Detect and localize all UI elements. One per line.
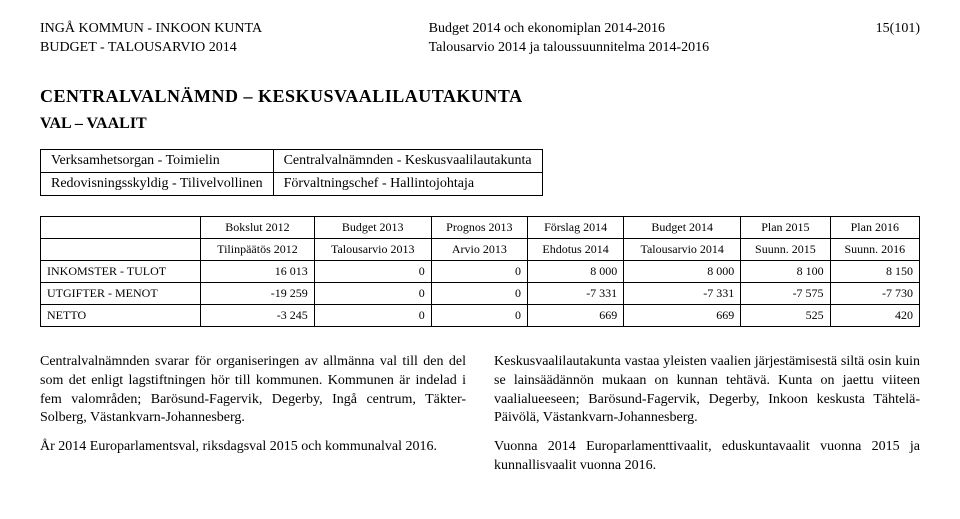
meta-value: Centralvalnämnden - Keskusvaalilautakunt… xyxy=(273,149,542,172)
cell: 0 xyxy=(314,282,431,304)
body-paragraph: Centralvalnämnden svarar för organiserin… xyxy=(40,353,466,429)
body-left-col: Centralvalnämnden svarar för organiserin… xyxy=(40,353,466,486)
cell: 0 xyxy=(431,282,527,304)
cell: 0 xyxy=(314,260,431,282)
col-header: Budget 2013 xyxy=(314,216,431,238)
row-label: UTGIFTER - MENOT xyxy=(41,282,201,304)
cell: -19 259 xyxy=(201,282,314,304)
col-header: Talousarvio 2013 xyxy=(314,238,431,260)
cell: 0 xyxy=(431,260,527,282)
table-row: Verksamhetsorgan - Toimielin Centralvaln… xyxy=(41,149,543,172)
cell: 8 000 xyxy=(527,260,623,282)
table-row: Redovisningsskyldig - Tilivelvollinen Fö… xyxy=(41,172,543,195)
page-header: INGÅ KOMMUN - INKOON KUNTA BUDGET - TALO… xyxy=(40,20,920,58)
table-row: NETTO -3 245 0 0 669 669 525 420 xyxy=(41,304,920,326)
col-header xyxy=(41,216,201,238)
cell: 669 xyxy=(527,304,623,326)
col-header xyxy=(41,238,201,260)
cell: 0 xyxy=(314,304,431,326)
col-header: Plan 2015 xyxy=(741,216,830,238)
row-label: NETTO xyxy=(41,304,201,326)
table-header-row: Tilinpäätös 2012 Talousarvio 2013 Arvio … xyxy=(41,238,920,260)
cell: -7 575 xyxy=(741,282,830,304)
cell: 525 xyxy=(741,304,830,326)
header-center: Budget 2014 och ekonomiplan 2014-2016 Ta… xyxy=(429,20,710,58)
col-header: Bokslut 2012 xyxy=(201,216,314,238)
col-header: Prognos 2013 xyxy=(431,216,527,238)
page-root: INGÅ KOMMUN - INKOON KUNTA BUDGET - TALO… xyxy=(0,0,960,506)
page-number: 15(101) xyxy=(876,20,920,39)
col-header: Talousarvio 2014 xyxy=(624,238,741,260)
cell: -3 245 xyxy=(201,304,314,326)
meta-key: Verksamhetsorgan - Toimielin xyxy=(41,149,274,172)
budget-table: Bokslut 2012 Budget 2013 Prognos 2013 Fö… xyxy=(40,216,920,327)
col-header: Suunn. 2015 xyxy=(741,238,830,260)
col-header: Förslag 2014 xyxy=(527,216,623,238)
cell: 8 150 xyxy=(830,260,919,282)
cell: 420 xyxy=(830,304,919,326)
col-header: Budget 2014 xyxy=(624,216,741,238)
cell: -7 730 xyxy=(830,282,919,304)
body-paragraph: Keskusvaalilautakunta vastaa yleisten va… xyxy=(494,353,920,429)
header-title-sv: Budget 2014 och ekonomiplan 2014-2016 xyxy=(429,20,710,39)
body-paragraph: Vuonna 2014 Europarlamenttivaalit, edusk… xyxy=(494,438,920,476)
meta-value: Förvaltningschef - Hallintojohtaja xyxy=(273,172,542,195)
row-label: INKOMSTER - TULOT xyxy=(41,260,201,282)
cell: 669 xyxy=(624,304,741,326)
header-left: INGÅ KOMMUN - INKOON KUNTA BUDGET - TALO… xyxy=(40,20,262,58)
section-subtitle: VAL – VAALIT xyxy=(40,115,920,133)
header-title-fi: Talousarvio 2014 ja taloussuunnitelma 20… xyxy=(429,39,710,58)
cell: 16 013 xyxy=(201,260,314,282)
table-header-row: Bokslut 2012 Budget 2013 Prognos 2013 Fö… xyxy=(41,216,920,238)
meta-table: Verksamhetsorgan - Toimielin Centralvaln… xyxy=(40,149,543,196)
meta-key: Redovisningsskyldig - Tilivelvollinen xyxy=(41,172,274,195)
section-title: CENTRALVALNÄMND – KESKUSVAALILAUTAKUNTA xyxy=(40,86,920,107)
col-header: Ehdotus 2014 xyxy=(527,238,623,260)
cell: -7 331 xyxy=(527,282,623,304)
header-right: 15(101) xyxy=(876,20,920,58)
cell: 8 000 xyxy=(624,260,741,282)
col-header: Arvio 2013 xyxy=(431,238,527,260)
cell: 0 xyxy=(431,304,527,326)
col-header: Tilinpäätös 2012 xyxy=(201,238,314,260)
body-right-col: Keskusvaalilautakunta vastaa yleisten va… xyxy=(494,353,920,486)
header-org: INGÅ KOMMUN - INKOON KUNTA xyxy=(40,20,262,39)
col-header: Plan 2016 xyxy=(830,216,919,238)
body-columns: Centralvalnämnden svarar för organiserin… xyxy=(40,353,920,486)
cell: -7 331 xyxy=(624,282,741,304)
header-doc: BUDGET - TALOUSARVIO 2014 xyxy=(40,39,262,58)
col-header: Suunn. 2016 xyxy=(830,238,919,260)
table-row: UTGIFTER - MENOT -19 259 0 0 -7 331 -7 3… xyxy=(41,282,920,304)
cell: 8 100 xyxy=(741,260,830,282)
table-row: INKOMSTER - TULOT 16 013 0 0 8 000 8 000… xyxy=(41,260,920,282)
body-paragraph: År 2014 Europarlamentsval, riksdagsval 2… xyxy=(40,438,466,457)
